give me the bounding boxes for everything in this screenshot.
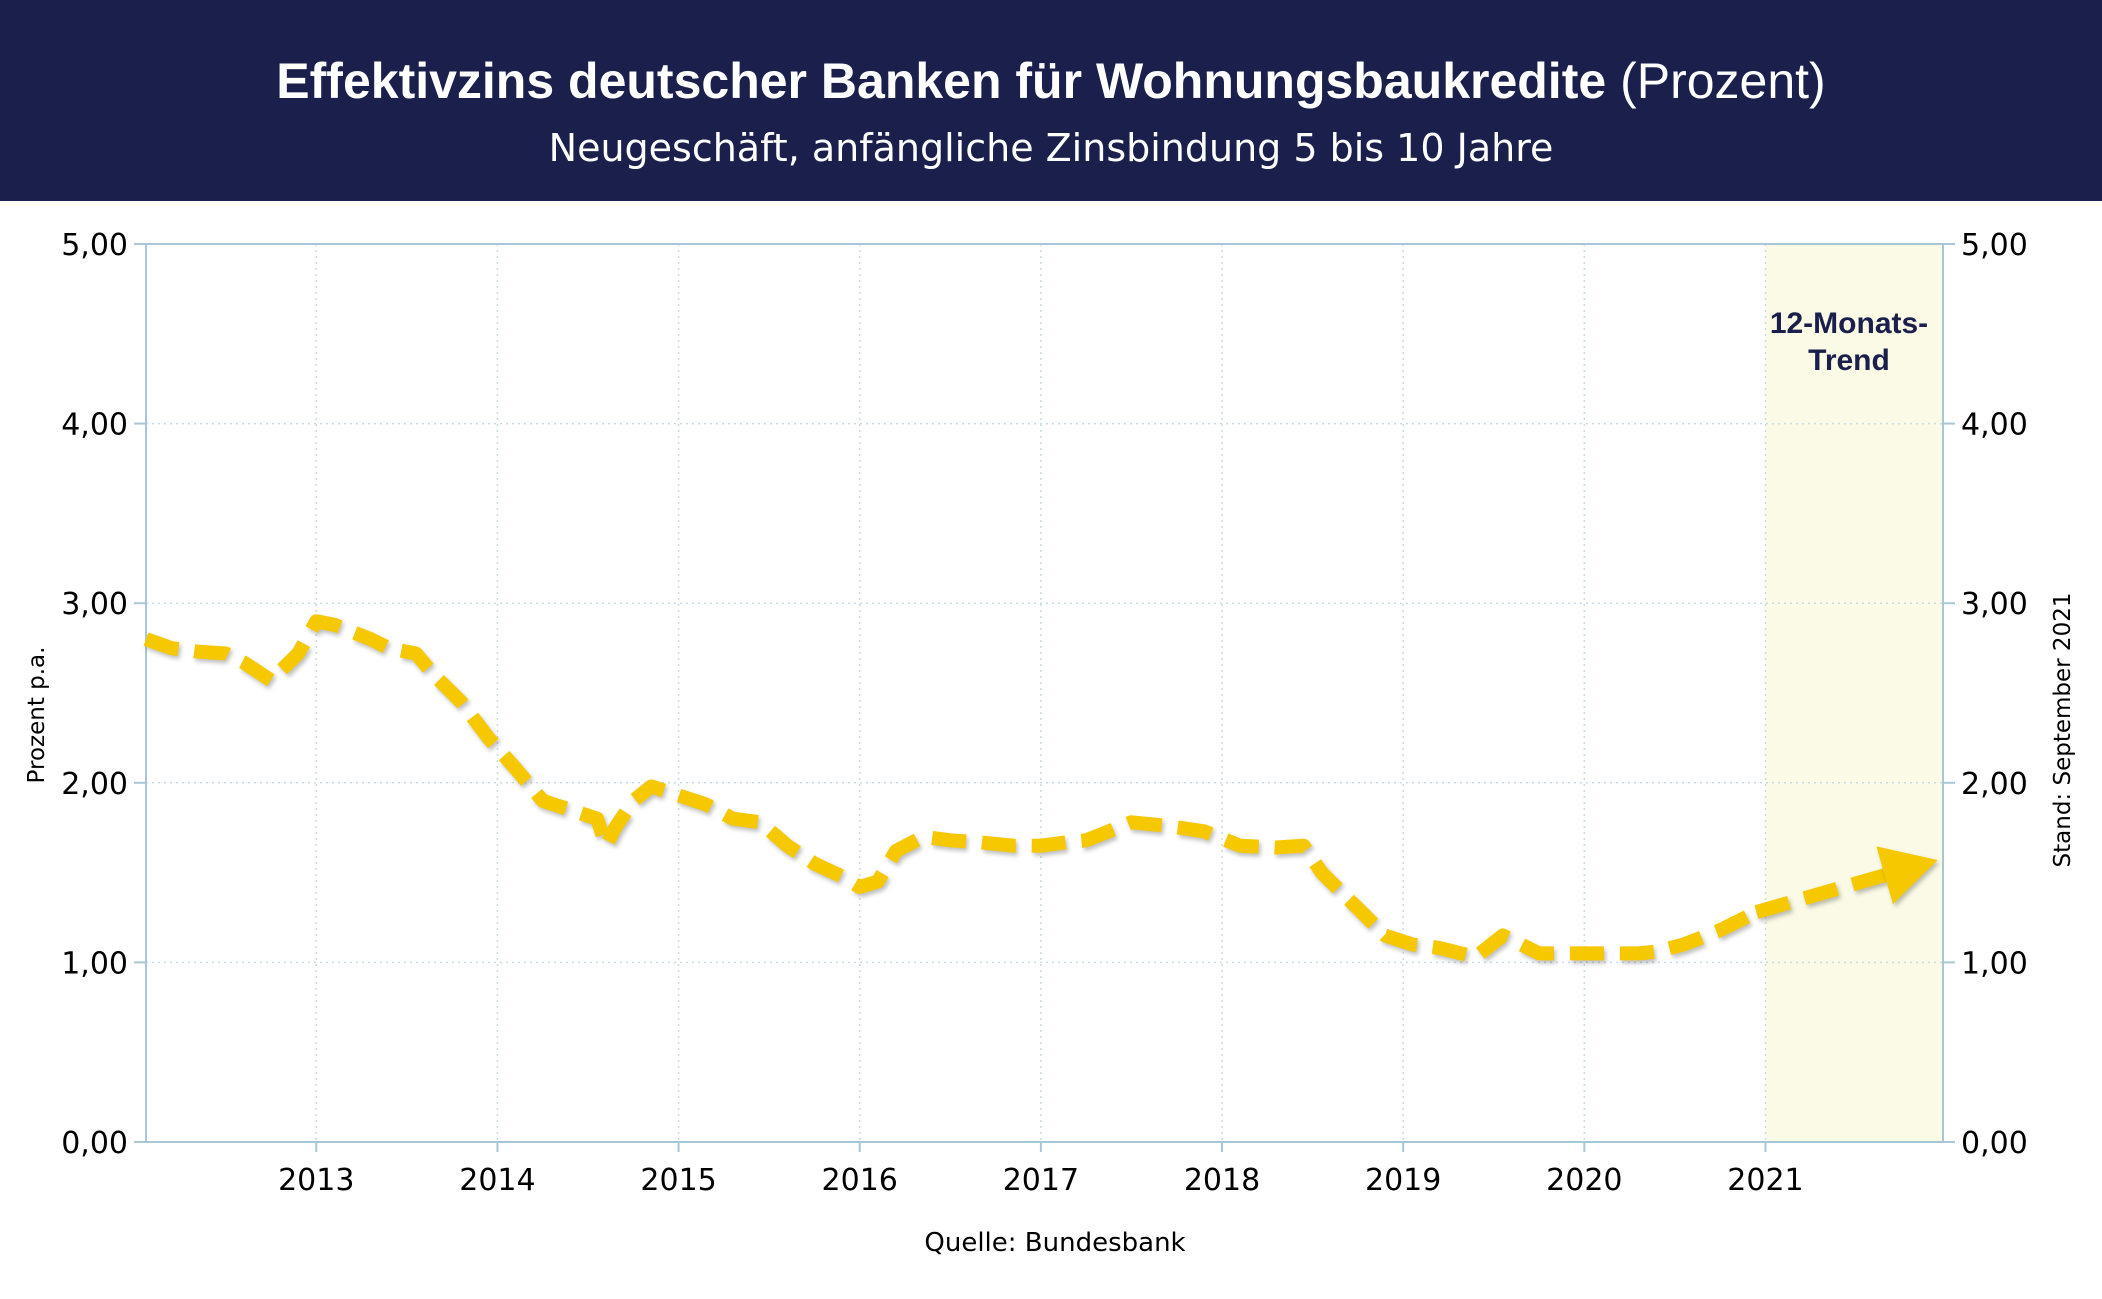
- y-axis-title: Prozent p.a.: [24, 647, 50, 784]
- data-date-label: Stand: September 2021: [2050, 593, 2076, 868]
- x-tick-label: 2018: [1184, 1163, 1260, 1198]
- y-tick-label-right: 0,00: [1961, 1126, 2028, 1161]
- trend-label: Trend: [1808, 344, 1890, 377]
- y-tick-label-left: 4,00: [61, 408, 128, 443]
- trend-label: 12-Monats-: [1770, 307, 1928, 340]
- axis-ticks: 2013 2014 2015 2016 2017 2018 2019 2020 2021 0,00…: [61, 228, 2028, 1198]
- x-tick-label: 2016: [822, 1163, 898, 1198]
- trend-zone: [1765, 244, 1943, 1142]
- source-label: Quelle: Bundesbank: [924, 1228, 1185, 1258]
- y-tick-label-right: 5,00: [1961, 228, 2028, 263]
- x-tick-label: 2021: [1727, 1163, 1803, 1198]
- grid-lines: [146, 243, 1943, 1143]
- x-tick-label: 2020: [1546, 1163, 1622, 1198]
- chart-header: Effektivzins deutscher Banken für Wohnun…: [0, 0, 2102, 201]
- x-tick-label: 2015: [640, 1163, 716, 1198]
- y-tick-label-left: 2,00: [61, 767, 128, 802]
- chart-title-unit: (Prozent): [1620, 53, 1826, 109]
- chart-subtitle: Neugeschäft, anfängliche Zinsbindung 5 b…: [548, 126, 1554, 170]
- trend-line: [1754, 868, 1887, 919]
- plot-frame: [145, 243, 1944, 1143]
- trend-arrow-icon: [1876, 846, 1938, 905]
- y-tick-label-right: 1,00: [1961, 946, 2028, 981]
- x-tick-label: 2017: [1003, 1163, 1079, 1198]
- y-tick-label-left: 3,00: [61, 587, 128, 622]
- chart-title-main: Effektivzins deutscher Banken für Wohnun…: [276, 53, 1607, 109]
- x-tick-label: 2013: [278, 1163, 354, 1198]
- y-tick-label-right: 4,00: [1961, 408, 2028, 443]
- chart-title: Effektivzins deutscher Banken für Wohnun…: [0, 52, 2102, 110]
- y-tick-label-left: 5,00: [61, 228, 128, 263]
- series-line: [143, 614, 1760, 964]
- y-tick-label-left: 1,00: [61, 946, 128, 981]
- x-tick-label: 2019: [1365, 1163, 1441, 1198]
- y-tick-label-right: 3,00: [1961, 587, 2028, 622]
- x-tick-label: 2014: [459, 1163, 535, 1198]
- y-tick-label-left: 0,00: [61, 1126, 128, 1161]
- y-tick-label-right: 2,00: [1961, 767, 2028, 802]
